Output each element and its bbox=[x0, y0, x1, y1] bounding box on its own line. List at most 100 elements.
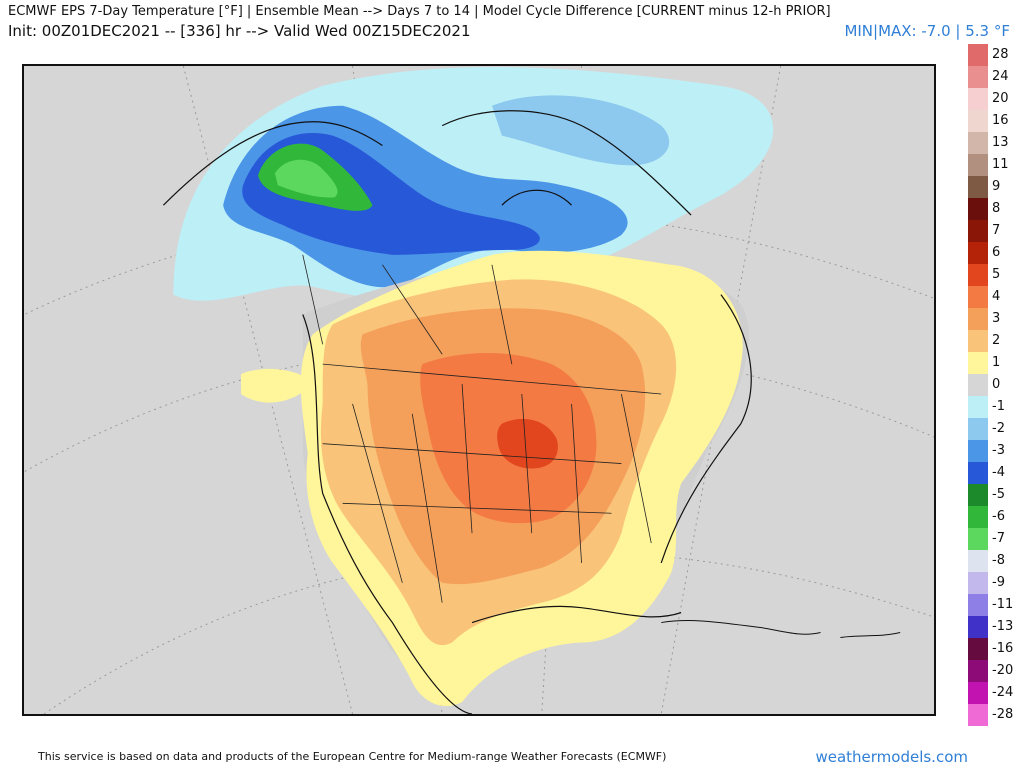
legend-item: -13 bbox=[968, 616, 1018, 638]
legend-item: 20 bbox=[968, 88, 1018, 110]
legend-item: -8 bbox=[968, 550, 1018, 572]
legend-swatch bbox=[968, 594, 988, 616]
cold-anomaly-blue-east bbox=[491, 95, 670, 166]
legend-swatch bbox=[968, 88, 988, 110]
chart-title: ECMWF EPS 7-Day Temperature [°F] | Ensem… bbox=[8, 4, 831, 19]
political-boundaries bbox=[302, 254, 662, 603]
legend-swatch bbox=[968, 176, 988, 198]
legend-item: -28 bbox=[968, 704, 1018, 726]
legend-value: 11 bbox=[992, 157, 1009, 172]
legend-swatch bbox=[968, 220, 988, 242]
legend-item: 9 bbox=[968, 176, 1018, 198]
min-max-readout: MIN|MAX: -7.0 | 5.3 °F bbox=[844, 22, 1010, 40]
legend-swatch bbox=[968, 506, 988, 528]
legend-swatch bbox=[968, 198, 988, 220]
coastlines bbox=[162, 110, 752, 714]
legend-value: 4 bbox=[992, 289, 1001, 304]
legend-value: 20 bbox=[992, 91, 1009, 106]
legend-item: -24 bbox=[968, 682, 1018, 704]
legend-item: -5 bbox=[968, 484, 1018, 506]
legend-value: 8 bbox=[992, 201, 1001, 216]
legend-value: 24 bbox=[992, 69, 1009, 84]
legend-swatch bbox=[968, 132, 988, 154]
legend-value: -8 bbox=[992, 553, 1005, 568]
legend-item: 28 bbox=[968, 44, 1018, 66]
legend-value: -11 bbox=[992, 597, 1014, 612]
legend-value: -1 bbox=[992, 399, 1005, 414]
legend-swatch bbox=[968, 682, 988, 704]
legend-item: 16 bbox=[968, 110, 1018, 132]
legend-swatch bbox=[968, 528, 988, 550]
legend-swatch bbox=[968, 616, 988, 638]
legend-value: 0 bbox=[992, 377, 1001, 392]
legend-value: -20 bbox=[992, 663, 1014, 678]
init-valid-subtitle: Init: 00Z01DEC2021 -- [336] hr --> Valid… bbox=[8, 22, 471, 40]
legend-swatch bbox=[968, 638, 988, 660]
legend-item: -16 bbox=[968, 638, 1018, 660]
legend-swatch bbox=[968, 110, 988, 132]
legend-value: -9 bbox=[992, 575, 1005, 590]
legend-item: -9 bbox=[968, 572, 1018, 594]
legend-swatch bbox=[968, 66, 988, 88]
legend-item: -11 bbox=[968, 594, 1018, 616]
legend-item: 0 bbox=[968, 374, 1018, 396]
legend-swatch bbox=[968, 154, 988, 176]
legend-item: 4 bbox=[968, 286, 1018, 308]
legend-item: 1 bbox=[968, 352, 1018, 374]
legend-swatch bbox=[968, 330, 988, 352]
legend-swatch bbox=[968, 396, 988, 418]
legend-value: -6 bbox=[992, 509, 1005, 524]
legend-value: -7 bbox=[992, 531, 1005, 546]
legend-swatch bbox=[968, 308, 988, 330]
legend-value: 7 bbox=[992, 223, 1001, 238]
legend-swatch bbox=[968, 660, 988, 682]
legend-value: -5 bbox=[992, 487, 1005, 502]
legend-item: -1 bbox=[968, 396, 1018, 418]
legend-swatch bbox=[968, 440, 988, 462]
legend-item: 2 bbox=[968, 330, 1018, 352]
legend-swatch bbox=[968, 44, 988, 66]
legend-item: 6 bbox=[968, 242, 1018, 264]
legend-value: 3 bbox=[992, 311, 1001, 326]
legend-value: -3 bbox=[992, 443, 1005, 458]
legend-swatch bbox=[968, 550, 988, 572]
legend-swatch bbox=[968, 572, 988, 594]
legend-value: -4 bbox=[992, 465, 1005, 480]
legend-value: 28 bbox=[992, 47, 1009, 62]
legend-value: 9 bbox=[992, 179, 1001, 194]
warm-anomaly-yellow-west bbox=[241, 368, 313, 403]
legend-item: 3 bbox=[968, 308, 1018, 330]
legend-value: -28 bbox=[992, 707, 1014, 722]
legend-value: 2 bbox=[992, 333, 1001, 348]
legend-item: 11 bbox=[968, 154, 1018, 176]
legend-item: -4 bbox=[968, 462, 1018, 484]
legend-value: -13 bbox=[992, 619, 1014, 634]
legend-value: -24 bbox=[992, 685, 1014, 700]
ecmwf-disclaimer: This service is based on data and produc… bbox=[38, 750, 667, 763]
legend-swatch bbox=[968, 418, 988, 440]
temperature-difference-map bbox=[22, 64, 936, 716]
legend-swatch bbox=[968, 352, 988, 374]
legend-swatch bbox=[968, 704, 988, 726]
legend-value: -16 bbox=[992, 641, 1014, 656]
color-scale-legend: 28 24 20 16 13 11 9 8 7 6 5 4 3 2 1 0 -1 -2 -3 -4 -5 -6 -7 -8 -9… bbox=[968, 44, 1018, 726]
legend-swatch bbox=[968, 264, 988, 286]
legend-swatch bbox=[968, 242, 988, 264]
legend-swatch bbox=[968, 484, 988, 506]
cold-anomaly-bright-green bbox=[274, 159, 338, 198]
legend-item: 8 bbox=[968, 198, 1018, 220]
weathermodels-brand-link[interactable]: weathermodels.com bbox=[815, 748, 968, 766]
caribbean-islands bbox=[661, 620, 901, 638]
map-graphic bbox=[24, 66, 934, 714]
legend-item: 7 bbox=[968, 220, 1018, 242]
legend-item: 13 bbox=[968, 132, 1018, 154]
legend-value: 16 bbox=[992, 113, 1009, 128]
legend-swatch bbox=[968, 374, 988, 396]
legend-item: -2 bbox=[968, 418, 1018, 440]
legend-item: -7 bbox=[968, 528, 1018, 550]
legend-item: 5 bbox=[968, 264, 1018, 286]
legend-item: 24 bbox=[968, 66, 1018, 88]
legend-swatch bbox=[968, 462, 988, 484]
legend-item: -3 bbox=[968, 440, 1018, 462]
legend-item: -20 bbox=[968, 660, 1018, 682]
